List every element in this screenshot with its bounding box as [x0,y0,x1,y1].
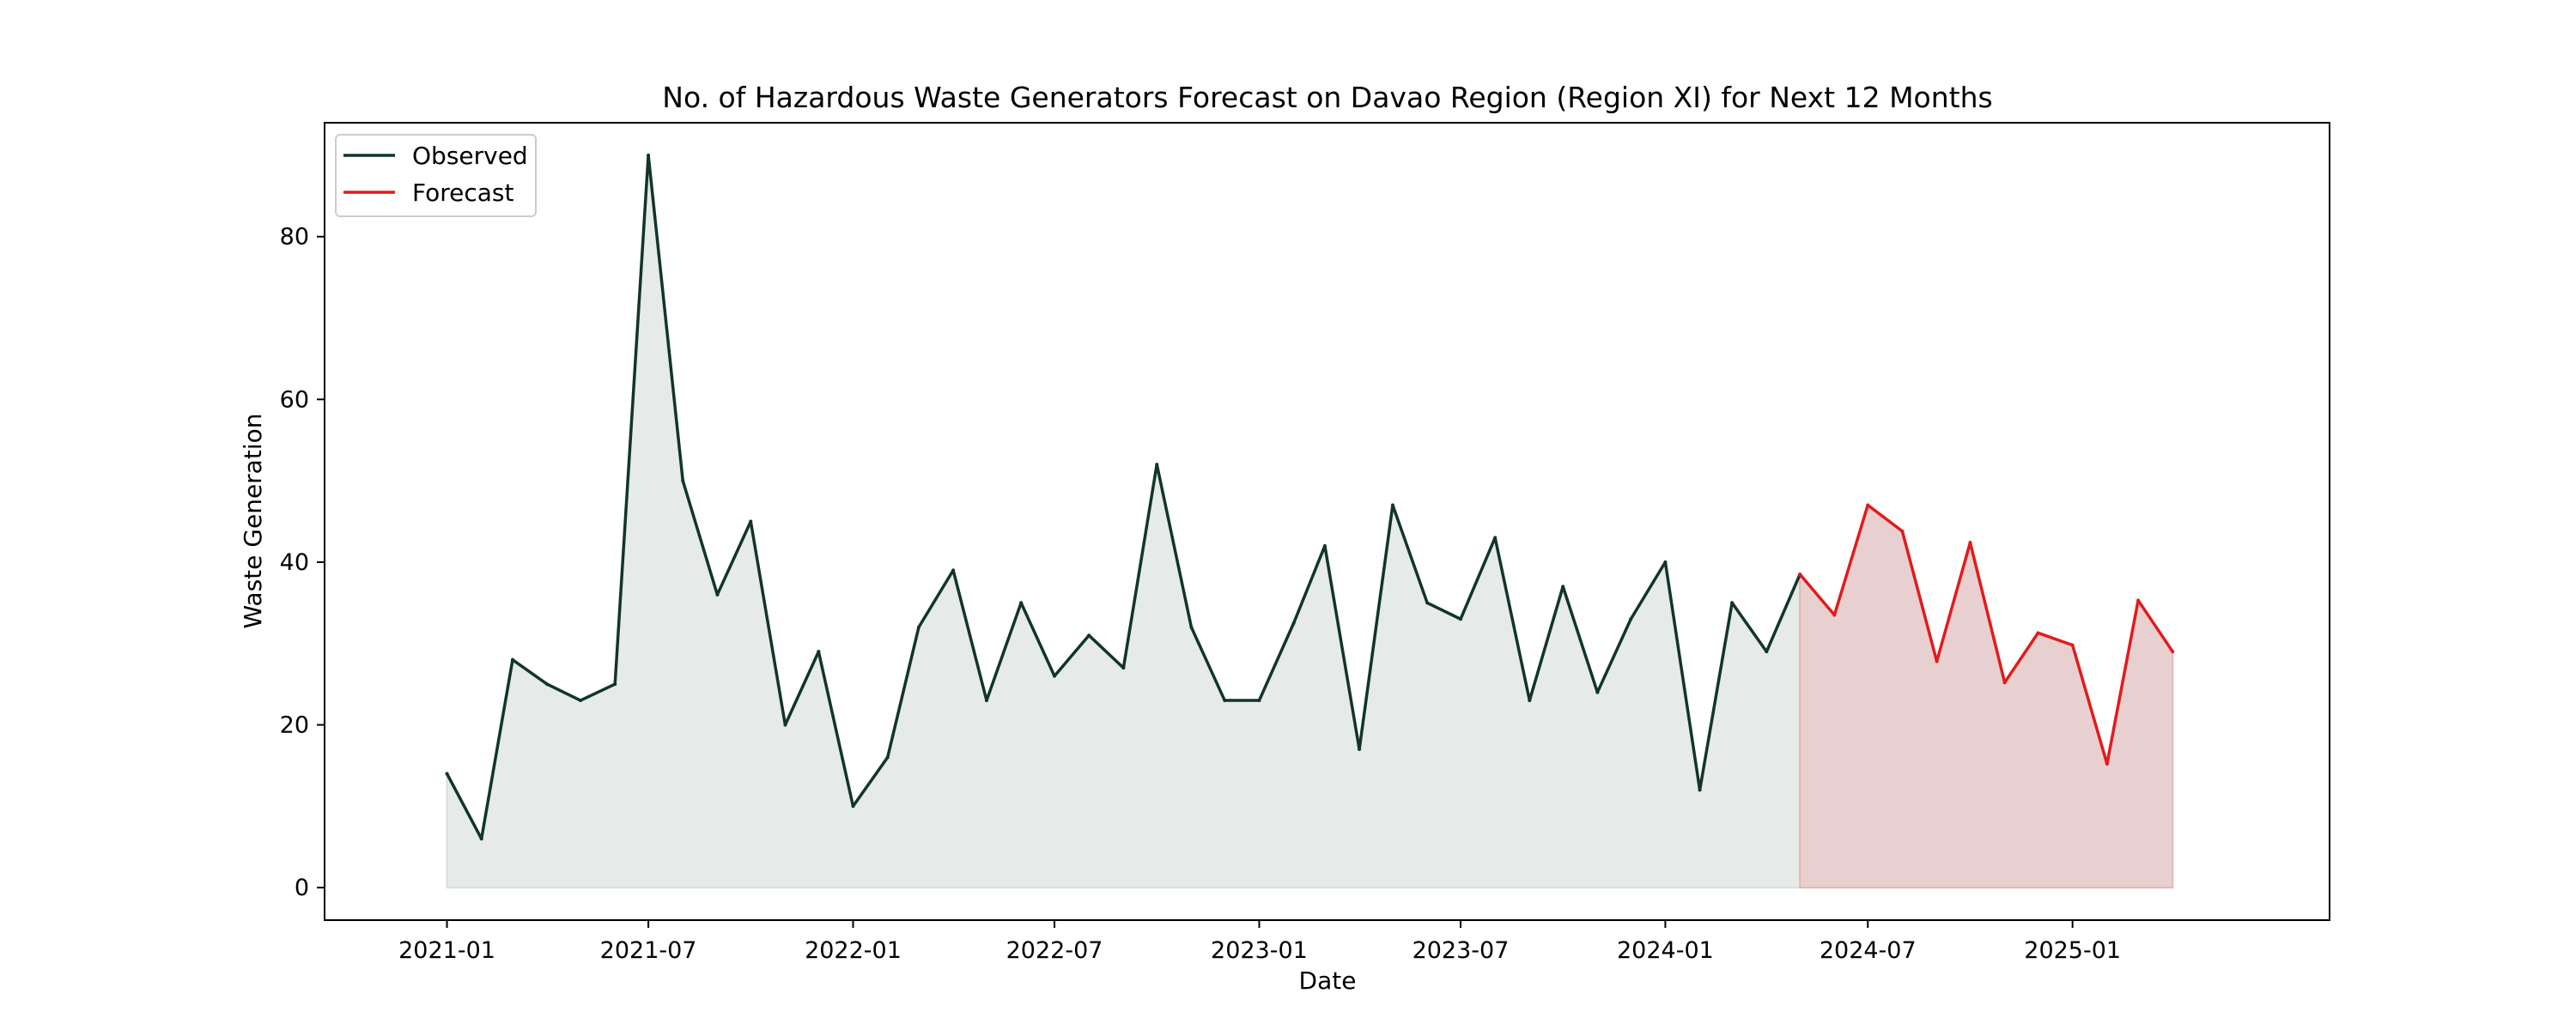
observed-point-2022-12 [1223,699,1227,703]
observed-point-2022-04 [951,568,956,573]
forecast-point-2024-05 [1798,573,1802,577]
observed-point-2023-10 [1561,585,1565,589]
observed-point-2021-11 [783,723,787,727]
observed-point-2023-05 [1390,503,1394,507]
legend-forecast-label: Forecast [412,179,514,207]
observed-point-2021-09 [715,592,720,597]
y-tick-label-20: 20 [280,712,309,738]
y-tick-label-80: 80 [280,224,309,251]
x-tick-label-2024-07: 2024-07 [1820,937,1917,964]
observed-point-2022-08 [1087,633,1091,638]
x-tick-label-2022-01: 2022-01 [805,937,902,964]
observed-point-2022-11 [1189,625,1194,629]
y-tick-label-40: 40 [280,549,309,576]
y-tick-label-0: 0 [295,875,309,901]
forecast-line [1798,503,2174,766]
forecast-point-2024-12 [2036,631,2040,635]
observed-point-2021-02 [479,837,483,841]
observed-point-2023-04 [1358,747,1362,751]
x-tick-label-2021-07: 2021-07 [600,937,697,964]
x-axis-label: Date [1299,966,1357,995]
observed-point-2021-01 [445,772,449,776]
observed-point-2021-03 [510,657,514,662]
observed-point-2021-10 [749,519,753,524]
y-axis-label: Waste Generation [239,414,267,629]
observed-point-2024-01 [1663,560,1668,564]
observed-point-2023-01 [1257,699,1261,703]
x-tick-label-2023-07: 2023-07 [1413,937,1510,964]
legend-observed-label: Observed [412,142,528,170]
observed-point-2022-10 [1155,463,1159,467]
forecast-point-2024-11 [2002,681,2007,685]
x-tick-label-2024-01: 2024-01 [1617,937,1714,964]
y-axis: 0 20 40 60 80 [280,224,325,901]
observed-point-2024-04 [1765,650,1769,654]
observed-point-2024-03 [1730,601,1735,605]
observed-point-2022-07 [1053,674,1057,678]
observed-point-2023-02 [1291,621,1296,625]
observed-point-2021-12 [817,650,821,654]
observed-point-2023-11 [1595,690,1600,694]
forecast-point-2024-10 [1968,541,1972,545]
observed-point-2021-08 [681,479,685,483]
observed-point-2022-01 [851,804,855,809]
forecast-point-2024-09 [1935,659,1939,663]
observed-point-2023-06 [1425,601,1430,605]
observed-point-2021-04 [545,682,550,687]
observed-point-2022-05 [984,699,988,703]
chart-title: No. of Hazardous Waste Generators Foreca… [662,81,1992,114]
observed-point-2023-07 [1458,617,1462,621]
forecast-point-2024-07 [1866,503,1870,507]
observed-point-2023-12 [1629,617,1633,621]
x-tick-label-2023-01: 2023-01 [1211,937,1308,964]
observed-point-2022-03 [916,625,920,629]
series-lines [445,153,2175,841]
observed-point-2022-06 [1019,601,1024,605]
observed-point-2022-02 [885,755,890,760]
observed-point-2021-06 [613,682,617,687]
observed-point-2024-02 [1698,788,1702,792]
forecast-point-2025-01 [2070,643,2075,647]
x-tick-label-2022-07: 2022-07 [1006,937,1103,964]
observed-point-2023-08 [1493,536,1498,540]
observed-point-2023-03 [1322,543,1327,548]
observed-point-2021-07 [647,153,651,157]
forecast-point-2024-08 [1900,529,1905,533]
observed-point-2022-09 [1121,666,1126,670]
forecast-point-2025-03 [2136,598,2141,603]
y-tick-label-60: 60 [280,386,309,413]
forecast-point-2024-06 [1832,613,1837,617]
x-axis: 2021-01 2021-07 2022-01 2022-07 2023-01 2023-… [398,920,2121,964]
forecast-point-2025-02 [2105,761,2109,766]
plot-frame [324,122,2330,921]
observed-point-2021-05 [579,699,583,703]
x-tick-label-2025-01: 2025-01 [2024,937,2121,964]
x-tick-label-2021-01: 2021-01 [398,937,495,964]
legend: Observed Forecast [335,134,537,217]
forecast-point-2025-04 [2171,650,2175,654]
observed-point-2023-09 [1528,699,1532,703]
